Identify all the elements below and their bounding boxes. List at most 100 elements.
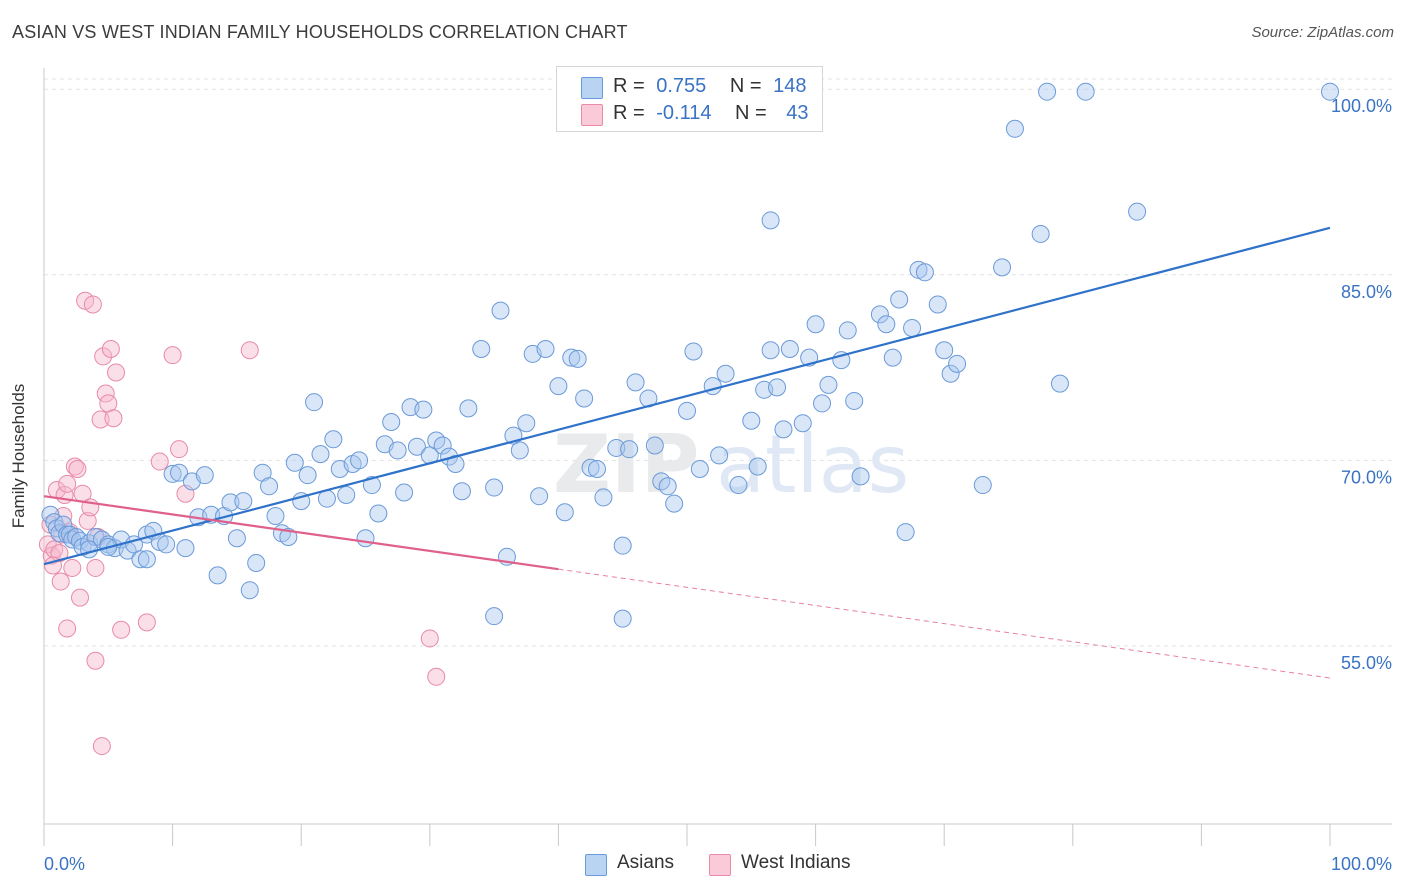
asian-point xyxy=(780,339,799,358)
source-label: Source: ZipAtlas.com xyxy=(1251,24,1394,41)
asian-point xyxy=(176,539,195,558)
west-indian-point xyxy=(104,409,123,428)
asian-point xyxy=(774,420,793,439)
asian-point xyxy=(362,476,381,495)
asian-point xyxy=(54,515,73,534)
asian-n-value: 148 xyxy=(773,75,807,97)
asian-point xyxy=(260,477,279,496)
asian-point xyxy=(993,258,1012,277)
asian-point xyxy=(613,609,632,628)
asian-point xyxy=(703,377,722,396)
asian-point xyxy=(208,566,227,585)
asian-point xyxy=(157,535,176,554)
asian-point xyxy=(562,348,581,367)
west-indian-point xyxy=(51,572,70,591)
asian-point xyxy=(407,437,426,456)
asian-point xyxy=(549,377,568,396)
west-indian-point xyxy=(101,339,120,358)
x-tick-label-min: 0.0% xyxy=(44,854,85,874)
axes xyxy=(43,68,1392,846)
asian-point xyxy=(658,477,677,496)
west-indian-swatch xyxy=(581,104,603,126)
watermark-atlas: atlas xyxy=(716,418,909,511)
asian-point xyxy=(459,399,478,418)
asian-point xyxy=(761,341,780,360)
asian-point xyxy=(433,436,452,455)
asian-point xyxy=(285,453,304,472)
asian-point xyxy=(568,349,587,368)
asian-point xyxy=(594,488,613,507)
west-indian-point xyxy=(92,737,111,756)
west-indian-point xyxy=(78,511,97,530)
west-indian-points xyxy=(38,291,446,756)
asian-point xyxy=(395,483,414,502)
asian-point xyxy=(684,342,703,361)
asian-point xyxy=(279,528,298,547)
asian-point xyxy=(382,412,401,431)
asian-point xyxy=(928,295,947,314)
y-tick-label: 85.0% xyxy=(1341,282,1392,302)
asian-point xyxy=(485,478,504,497)
asian-point xyxy=(555,503,574,522)
asian-point xyxy=(163,464,182,483)
grid-lines xyxy=(44,78,1392,647)
west-indian-point xyxy=(107,363,126,382)
asian-trend-line xyxy=(43,226,1331,566)
asian-point xyxy=(877,315,896,334)
asian-point xyxy=(915,263,934,282)
asian-point xyxy=(710,446,729,465)
asian-point xyxy=(935,341,954,360)
asian-points xyxy=(41,82,1339,628)
asian-point xyxy=(620,440,639,459)
asian-point xyxy=(748,457,767,476)
asian-point xyxy=(324,430,343,449)
asian-point xyxy=(761,211,780,230)
y-tick-label: 70.0% xyxy=(1341,467,1392,487)
west-indian-point xyxy=(170,440,189,459)
asian-point xyxy=(234,492,253,511)
west-indian-point xyxy=(58,619,77,638)
west-indian-point xyxy=(86,558,105,577)
asian-point xyxy=(870,305,889,324)
asian-point xyxy=(1076,82,1095,101)
west-indian-point xyxy=(86,651,105,670)
asian-point xyxy=(819,375,838,394)
west-indians-label: West Indians xyxy=(741,852,851,873)
asian-point xyxy=(896,523,915,542)
asian-point xyxy=(607,438,626,457)
asian-point xyxy=(240,581,259,600)
asian-point xyxy=(581,458,600,477)
asian-point xyxy=(298,466,317,485)
asian-point xyxy=(587,459,606,478)
asians-label: Asians xyxy=(617,852,675,873)
west-indian-point xyxy=(420,629,439,648)
axis-labels: 55.0% 70.0% 85.0% 100.0% 0.0% 100.0% xyxy=(44,96,1392,874)
asian-point xyxy=(350,451,369,470)
asian-n-label: N = xyxy=(729,75,762,97)
asian-point xyxy=(485,607,504,626)
west-indian-point xyxy=(65,457,84,476)
asian-point xyxy=(883,348,902,367)
asian-point xyxy=(806,315,825,334)
asian-point xyxy=(1031,224,1050,243)
west-indian-point xyxy=(137,613,156,632)
asian-point xyxy=(645,436,664,455)
asian-point xyxy=(793,414,812,433)
asian-point xyxy=(1005,119,1024,138)
asian-point xyxy=(510,441,529,460)
west-n-label: N = xyxy=(735,102,767,124)
west-n-value: 43 xyxy=(786,102,809,124)
asian-point xyxy=(369,504,388,523)
asian-point xyxy=(838,321,857,340)
asian-point xyxy=(517,414,536,433)
asian-swatch xyxy=(581,77,603,99)
asian-point xyxy=(247,553,266,572)
asian-point xyxy=(1128,202,1147,221)
west-r-label: R = xyxy=(613,102,645,124)
asian-point xyxy=(729,476,748,495)
x-tick-label-max: 100.0% xyxy=(1331,854,1392,874)
asian-point xyxy=(266,506,285,525)
asian-point xyxy=(536,339,555,358)
asian-point xyxy=(195,466,214,485)
asian-point xyxy=(414,400,433,419)
